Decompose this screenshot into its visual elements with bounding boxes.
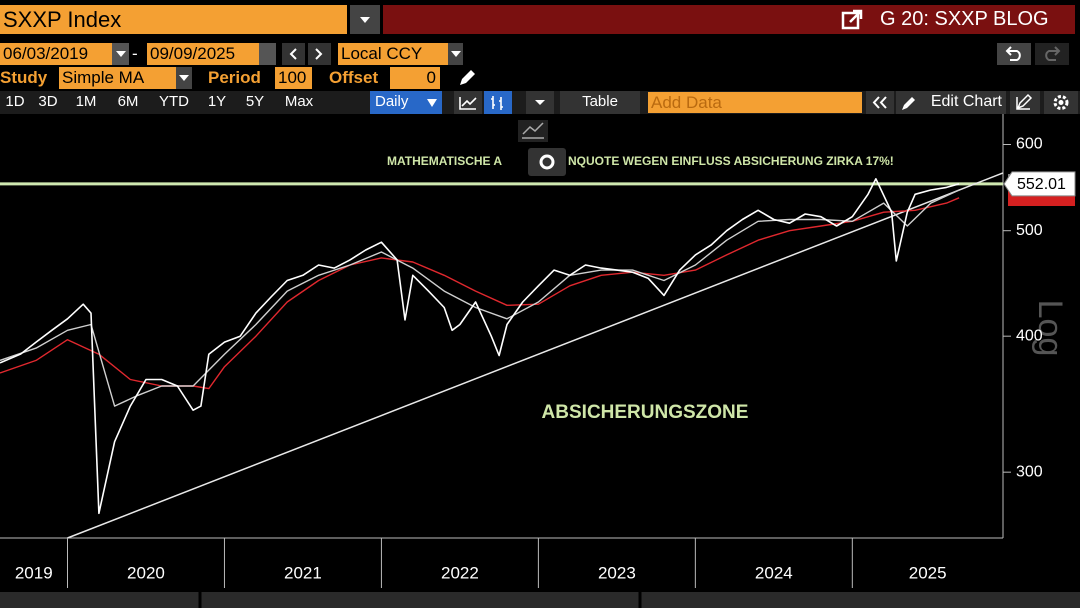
year-label: 2023 [598,563,636,582]
range-button[interactable]: 1Y [200,91,234,114]
series-line [0,178,960,515]
year-label: 2019 [15,563,53,582]
y-tick-label: 600 [1016,136,1043,153]
popout-icon[interactable] [841,9,863,31]
chart: Log 300 400 500 600 2019 2020 2021 2022 2023 2024… [0,114,1080,608]
range-button[interactable]: Max [276,91,322,114]
study-label: Study [0,68,48,87]
currency-field[interactable]: Local CCY [338,43,448,65]
y-tick-label: 500 [1016,222,1043,239]
table-button[interactable]: Table [560,91,640,114]
plot-area [0,114,1003,538]
trendline [67,172,1004,539]
status-bar [0,592,1080,608]
year-label: 2022 [441,563,479,582]
range-button[interactable]: 6M [108,91,148,114]
last-price: 552.01 [1017,176,1066,193]
frequency-button[interactable]: Daily [370,91,442,114]
annotation: MATHEMATISCHE A [387,154,502,168]
add-data-field[interactable]: Add Data [648,92,862,113]
year-label: 2024 [755,563,793,582]
year-label: 2021 [284,563,322,582]
year-label: 2025 [909,563,947,582]
offset-label: Offset [329,68,379,87]
pencil-icon[interactable] [456,67,478,89]
security-dropdown[interactable] [350,5,380,34]
plot [0,172,1004,539]
year-label: 2020 [127,563,165,582]
price-tag [1003,171,1076,197]
edit-chart-label: Edit Chart [930,93,1002,110]
frequency: Daily [375,93,409,110]
range-button[interactable]: YTD [150,91,198,114]
chart-type-buttons[interactable] [454,91,554,114]
edit-icon [902,97,915,110]
step-buttons[interactable] [282,43,332,65]
range-button[interactable]: 1D [0,91,30,114]
annotation-handle-glyph [539,154,555,170]
offset-field[interactable]: 0 [390,67,440,89]
range-button[interactable]: 1M [66,91,106,114]
window-title: G 20: SXXP BLOG [880,8,1049,30]
end-date[interactable]: 09/09/2025 [147,43,259,65]
start-date[interactable]: 06/03/2019 [0,43,112,65]
calendar-icon[interactable] [259,43,276,65]
annotation: ABSICHERUNGSZONE [542,402,749,423]
annotation-handle[interactable] [528,148,566,176]
edit-chart-button[interactable]: Edit Chart [896,91,1006,114]
undo-redo[interactable] [997,43,1073,65]
table-label: Table [582,93,618,110]
y-tick-label: 300 [1016,463,1043,480]
date-separator: - [132,44,138,63]
study-field[interactable]: Simple MA [59,67,176,89]
calendar-icon[interactable] [112,43,129,65]
range-button[interactable]: 3D [32,91,64,114]
title-bar: G 20: SXXP BLOG [383,5,1075,34]
security-field[interactable]: SXXP Index [0,5,347,34]
period-label: Period [208,68,261,87]
collapse-button[interactable] [866,91,894,114]
study-dropdown[interactable] [176,67,192,89]
annotation: NQUOTE WEGEN EINFLUSS ABSICHERUNG ZIRKA … [568,154,894,168]
frequency-arrow [427,99,437,107]
y-tick-label: 400 [1016,327,1043,344]
chart-popup-glyph [522,122,544,139]
range-button[interactable]: 5Y [236,91,274,114]
settings-buttons[interactable] [1010,91,1080,114]
period-field[interactable]: 100 [275,67,312,89]
series-line [0,189,960,407]
currency-dropdown[interactable] [448,43,463,65]
scale-label: Log [1031,300,1069,357]
